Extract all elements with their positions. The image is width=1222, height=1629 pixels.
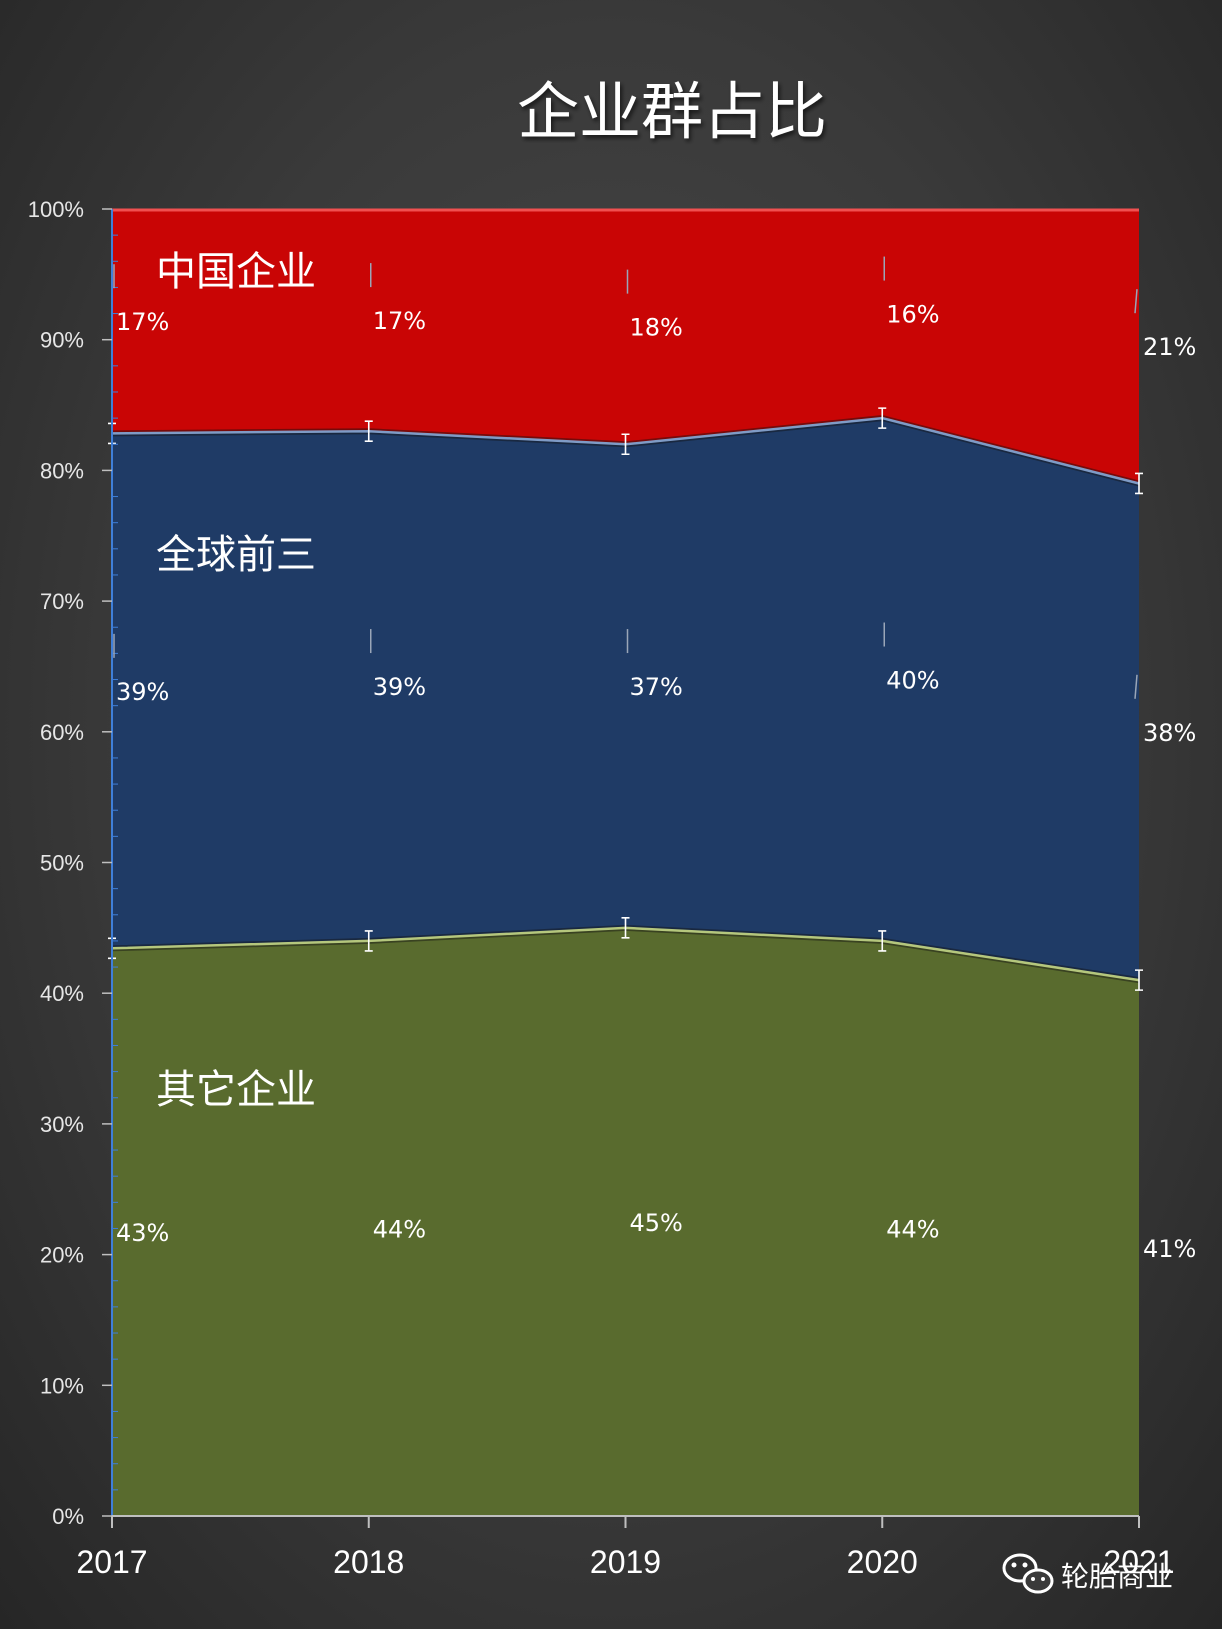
plot-area [108,208,1143,1516]
y-tick-label: 100% [28,197,84,222]
y-tick-label: 30% [40,1112,84,1137]
series-name-other: 其它企业 [156,1067,316,1113]
x-tick-label: 2017 [76,1544,147,1580]
series-name-top3: 全球前三 [156,532,316,578]
x-tick-label: 2020 [847,1544,918,1580]
area-top3 [112,418,1139,981]
data-label-other: 44% [373,1215,426,1243]
data-label-cn: 17% [373,307,426,335]
x-tick-label: 2019 [590,1544,661,1580]
wechat-icon [1002,1553,1054,1594]
axes: 0% 10% 20% 30% 40% 50% 60% 70% 80% 90% 100% 2017 201… [28,197,1175,1580]
data-label-cn: 16% [886,301,939,329]
data-label-other: 44% [886,1215,939,1243]
watermark: 轮胎商业 [1002,1553,1173,1594]
y-tick-label: 50% [40,851,84,876]
error-bar [878,930,887,952]
area-other [112,927,1139,1516]
y-tick-label: 60% [40,720,84,745]
x-tick-label: 2018 [333,1544,404,1580]
data-label-top3: 39% [116,678,169,706]
data-label-cn: 18% [630,314,683,342]
data-label-top3: 40% [886,667,939,695]
error-bar [364,930,373,952]
error-bar [1135,969,1143,991]
error-bar [364,420,373,442]
data-label-top3: 39% [373,673,426,701]
y-tick-label: 90% [40,328,84,353]
data-label-other: 45% [630,1209,683,1237]
data-label-top3: 38% [1143,719,1196,747]
y-tick-label: 0% [52,1504,84,1529]
data-label-top3: 37% [630,673,683,701]
y-tick-label: 10% [40,1373,84,1398]
y-tick-label: 20% [40,1243,84,1268]
error-bar [621,917,630,939]
error-bar [1135,472,1143,495]
x-tick-label: 2021 [1103,1544,1174,1580]
watermark-text: 轮胎商业 [1061,1560,1173,1593]
leader-line [1134,674,1138,699]
data-label-other: 41% [1143,1235,1196,1263]
data-label-cn: 17% [116,308,169,336]
error-bar [621,433,630,456]
y-tick-label: 70% [40,589,84,614]
y-tick-label: 80% [40,458,84,483]
data-labels: 43% 44% 45% 44% 41% 39% 39% 37% 40% 38% 17% 17% 18% 1… [113,256,1196,1263]
y-tick-label: 40% [40,981,84,1006]
leader-line [1134,289,1138,314]
data-label-cn: 21% [1143,333,1196,361]
data-label-other: 43% [116,1219,169,1247]
chart-title: 企业群占比 [517,75,827,148]
series-name-cn: 中国企业 [156,249,316,295]
error-bar [878,407,887,429]
